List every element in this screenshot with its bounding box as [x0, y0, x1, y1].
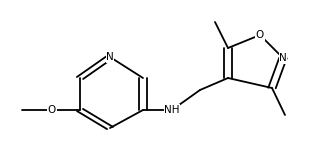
Text: N: N: [106, 52, 114, 62]
Text: N: N: [279, 53, 287, 63]
Text: NH: NH: [164, 105, 180, 115]
Text: O: O: [48, 105, 56, 115]
Text: O: O: [256, 30, 264, 40]
